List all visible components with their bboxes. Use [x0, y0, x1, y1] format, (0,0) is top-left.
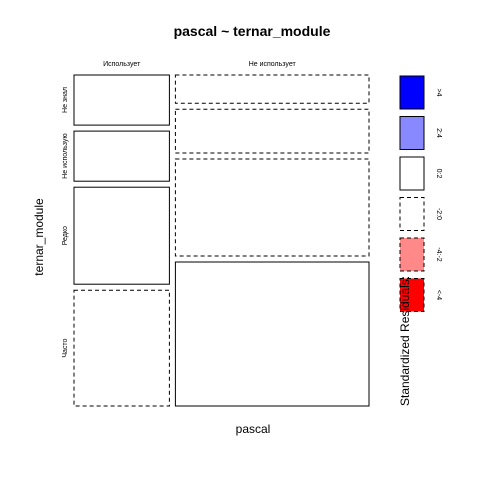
legend-label: >4 [435, 89, 442, 97]
y-category-labels: Не знал Не использую Редко Часто [62, 87, 69, 358]
mosaic-tile [174, 74, 370, 104]
legend-label: -2:0 [435, 208, 442, 220]
chart-title: pascal ~ ternar_module [174, 23, 331, 39]
x-category-labels: Использует Не использует [103, 61, 296, 68]
legend-label: -4:-2 [435, 247, 442, 262]
y-category-label: Не использую [62, 133, 69, 178]
mosaic-tiles [73, 74, 370, 407]
mosaic-tile [73, 130, 170, 182]
mosaic-tile [174, 158, 370, 257]
y-axis-title: ternar_module [32, 198, 46, 276]
legend-swatch [399, 278, 425, 312]
mosaic-tile [73, 289, 170, 407]
mosaic-tile [73, 74, 170, 126]
legend-swatch [399, 116, 425, 150]
legend-swatch [399, 197, 425, 231]
x-category-label: Использует [103, 61, 141, 68]
x-category-label: Не использует [249, 61, 297, 68]
mosaic-tile [73, 186, 170, 285]
legend-label: 2:4 [435, 128, 442, 138]
legend-swatch [399, 237, 425, 272]
legend-label: <-4 [435, 290, 442, 300]
mosaic-tile [174, 108, 370, 154]
legend-swatch [399, 156, 425, 191]
legend-swatch [399, 75, 425, 110]
legend-label: 0:2 [435, 169, 442, 179]
legend-title: Standardized Residuals: [398, 276, 412, 406]
mosaic-tile [174, 261, 370, 407]
y-category-label: Редко [62, 226, 69, 245]
y-category-label: Часто [62, 338, 69, 357]
residuals-legend: >4 2:4 0:2 -2:0 -4:-2 <-4 [399, 75, 442, 312]
x-axis-title: pascal [236, 422, 271, 436]
y-category-label: Не знал [62, 87, 69, 113]
